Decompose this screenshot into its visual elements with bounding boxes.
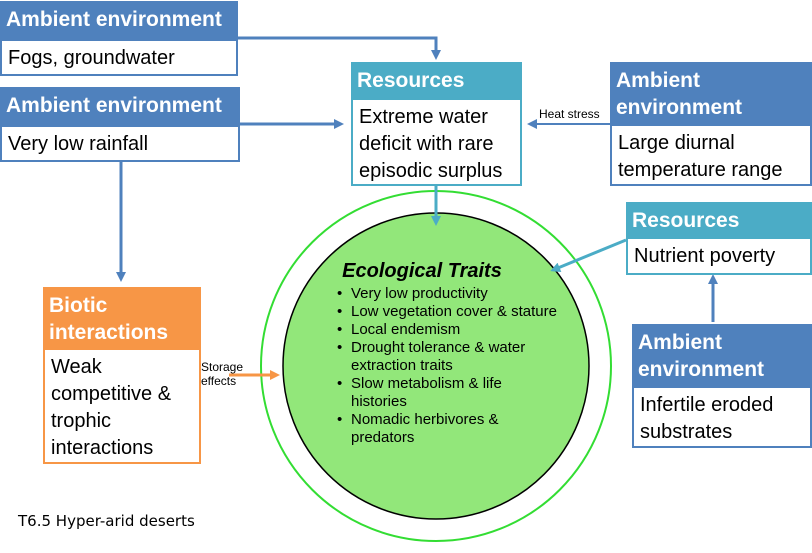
edge-label-heat-stress: Heat stress [539,107,600,121]
node-resources-nutrient-body: Nutrient poverty [626,237,812,275]
node-biotic-header: Biotic interactions [43,287,201,348]
node-substrates-header: Ambient environment [632,324,812,386]
node-temperature: Ambient environment Large diurnal temper… [610,62,812,186]
node-resources-water-body: Extreme water deficit with rare episodic… [351,98,522,186]
node-fogs-body: Fogs, groundwater [0,39,238,76]
node-substrates-body: Infertile eroded substrates [632,386,812,448]
trait-item: Low vegetation cover & stature [337,303,557,321]
figure-caption: T6.5 Hyper-arid deserts [18,512,195,530]
traits-title: Ecological Traits [342,260,502,282]
node-resources-nutrient-header: Resources [626,202,812,237]
node-biotic: Biotic interactions Weak competitive & t… [43,287,229,464]
node-fogs-header: Ambient environment [0,1,238,39]
trait-item: Local endemism [337,321,557,339]
arrow-fogs-to-resources [238,36,441,60]
node-resources-water: Resources Extreme water deficit with rar… [351,62,522,186]
arrow-nutrient-to-traits [550,238,627,272]
trait-item: Very low productivity [337,285,557,303]
node-temperature-header: Ambient environment [610,62,812,124]
node-resources-nutrient: Resources Nutrient poverty [626,202,812,275]
node-substrates: Ambient environment Infertile eroded sub… [632,324,812,448]
node-resources-water-header: Resources [351,62,522,98]
node-fogs: Ambient environment Fogs, groundwater [0,1,238,76]
node-rainfall-header: Ambient environment [0,87,240,125]
trait-item: Slow metabolism & life histories [337,375,557,411]
ecological-traits: Ecological Traits Very low productivity … [287,259,557,447]
trait-item: Nomadic herbivores & predators [337,411,557,447]
edge-label-storage-effects: Storage effects [201,360,244,388]
trait-item: Drought tolerance & water extraction tra… [337,339,557,375]
node-rainfall-body: Very low rainfall [0,125,240,162]
node-biotic-body: Weak competitive & trophic interactions [43,348,201,464]
node-rainfall: Ambient environment Very low rainfall [0,87,240,162]
node-temperature-body: Large diurnal temperature range [610,124,812,186]
traits-list: Very low productivity Low vegetation cov… [287,285,557,447]
